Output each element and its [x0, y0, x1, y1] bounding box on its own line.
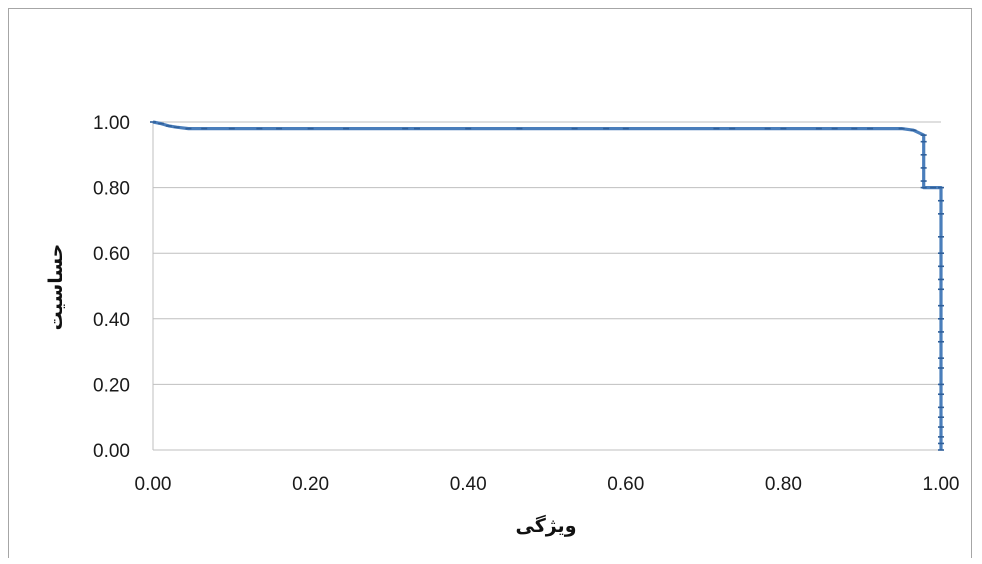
gridlines [153, 121, 941, 385]
y-tick-label: 0.00 [93, 441, 130, 462]
y-tick-label: 0.80 [93, 179, 130, 200]
x-tick-label: 0.60 [607, 474, 644, 495]
x-axis-label: ویژگی [515, 514, 576, 537]
y-tick-label: 0.40 [93, 310, 130, 331]
y-axis-label: حساسیت [45, 244, 67, 331]
x-tick-label: 0.40 [450, 474, 487, 495]
chart-frame [8, 8, 972, 558]
series-line [152, 120, 943, 450]
x-tick-label: 0.80 [765, 474, 802, 495]
axes [152, 122, 941, 451]
y-tick-label: 0.60 [93, 244, 130, 265]
series [150, 120, 944, 451]
x-tick-labels: 0.00 0.20 0.40 0.60 0.80 1.00 [135, 474, 960, 495]
x-tick-label: 0.20 [292, 474, 329, 495]
y-tick-labels: 0.00 0.20 0.40 0.60 0.80 1.00 [93, 113, 130, 462]
y-tick-label: 0.20 [93, 375, 130, 396]
y-tick-label: 1.00 [93, 113, 130, 134]
x-tick-label: 0.00 [135, 474, 172, 495]
x-tick-label: 1.00 [923, 474, 960, 495]
